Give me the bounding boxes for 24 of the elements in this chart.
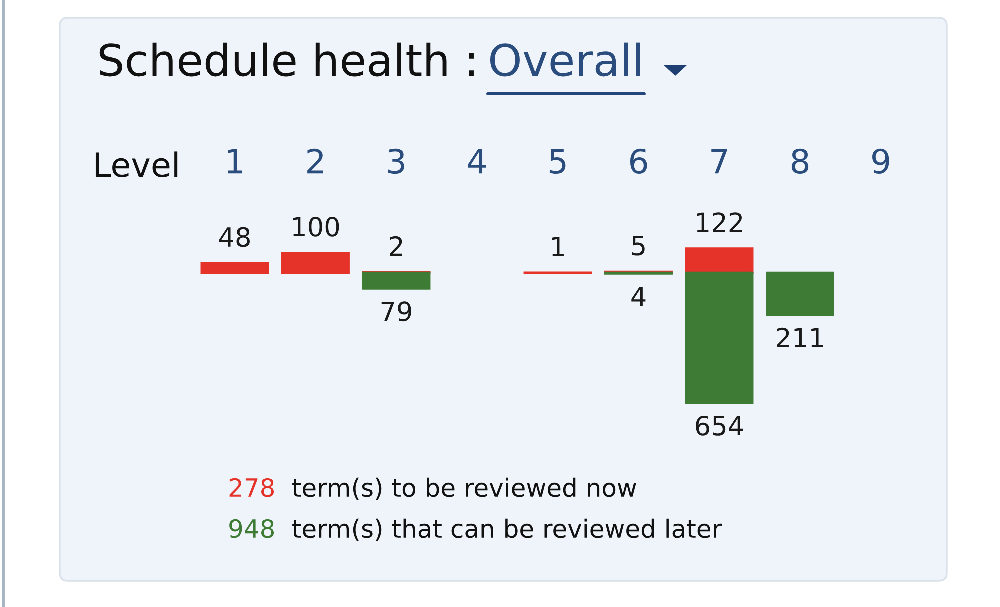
- x-tick-label: 1: [228, 149, 243, 174]
- annotation: 79: [382, 302, 412, 322]
- x-axis-title: Level: [96, 152, 178, 178]
- x-tick-label: 4: [468, 149, 486, 174]
- data-label: 48: [219, 227, 250, 248]
- x-tick-label: 8: [792, 148, 809, 174]
- chart-subtitle: Overall: [490, 42, 640, 77]
- annotation: 211: [777, 328, 824, 348]
- data-label: 100: [293, 216, 340, 237]
- annotation: 654: [696, 416, 744, 436]
- x-tick-label: 7: [712, 149, 728, 174]
- data-label: 1: [552, 236, 564, 256]
- data-label: 5: [632, 236, 645, 256]
- annotation: 4: [632, 287, 646, 306]
- text: 948 term(s) that can be reviewed later: [230, 518, 722, 542]
- text: 278 term(s) to be reviewed now: [230, 478, 636, 500]
- data-label: 2: [390, 236, 402, 256]
- x-tick-label: 3: [388, 148, 404, 174]
- x-tick-label: 2: [308, 148, 323, 174]
- chart-title: Schedule health :: [100, 42, 474, 77]
- x-tick-label: 5: [550, 149, 566, 174]
- data-label: 122: [697, 212, 742, 232]
- x-tick-label: 6: [630, 148, 648, 174]
- x-tick-label: 9: [872, 148, 890, 174]
